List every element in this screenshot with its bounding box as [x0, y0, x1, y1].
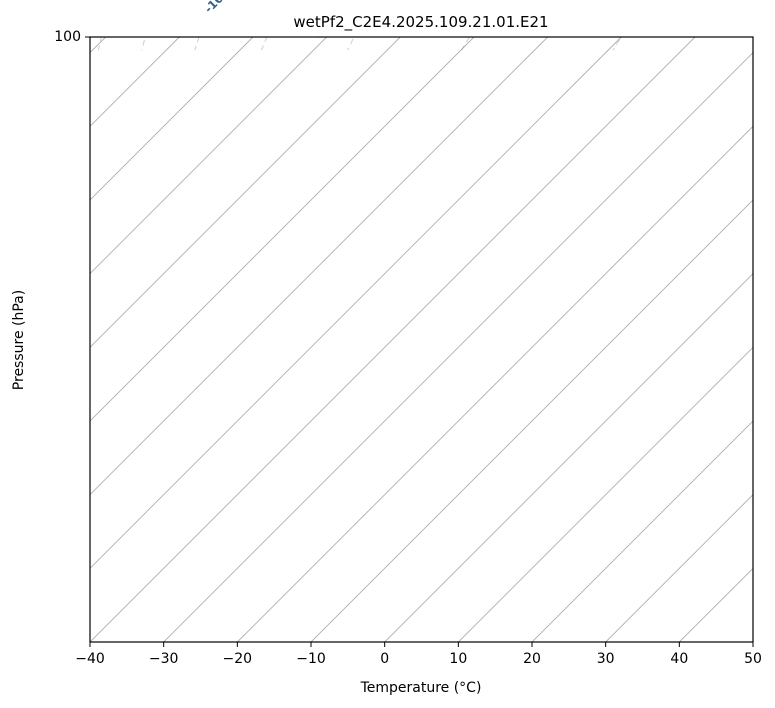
isotherm-line: [90, 37, 475, 422]
x-axis-label: Temperature (°C): [360, 680, 482, 696]
isotherm-line: [310, 199, 753, 642]
tick-layer: −40−30−20−100102030405010009008007006005…: [54, 29, 762, 667]
isotherm-line: [163, 52, 753, 642]
x-tick-label: 10: [449, 651, 467, 667]
x-tick-label: 20: [523, 651, 541, 667]
x-tick-label: −40: [75, 651, 105, 667]
isotherm-line: [90, 37, 401, 348]
isotherm-line: [90, 37, 696, 642]
y-axis-label: Pressure (hPa): [11, 290, 27, 390]
x-tick-label: 40: [670, 651, 688, 667]
isotherm-line: [90, 37, 327, 275]
isotherm-line: [90, 37, 622, 569]
y-tick-label: 100: [54, 29, 81, 45]
plot-frame: [89, 36, 754, 643]
isotherm-line: [605, 494, 753, 642]
isotherm-line: [531, 420, 753, 642]
x-tick-label: 30: [597, 651, 615, 667]
x-tick-label: −30: [149, 651, 179, 667]
isotherm-line: [90, 37, 254, 201]
x-tick-label: −20: [223, 651, 253, 667]
isotherm-line: [384, 273, 753, 642]
isotherm-line: [458, 346, 753, 642]
x-tick-label: 0: [380, 651, 389, 667]
x-tick-label: 50: [744, 651, 762, 667]
grid-layer: [90, 37, 753, 642]
chart-title: wetPf2_C2E4.2025.109.21.01.E21: [293, 13, 548, 32]
isotherm-line: [90, 37, 548, 496]
isotherm-line: [237, 125, 753, 642]
x-tick-label: −10: [296, 651, 326, 667]
